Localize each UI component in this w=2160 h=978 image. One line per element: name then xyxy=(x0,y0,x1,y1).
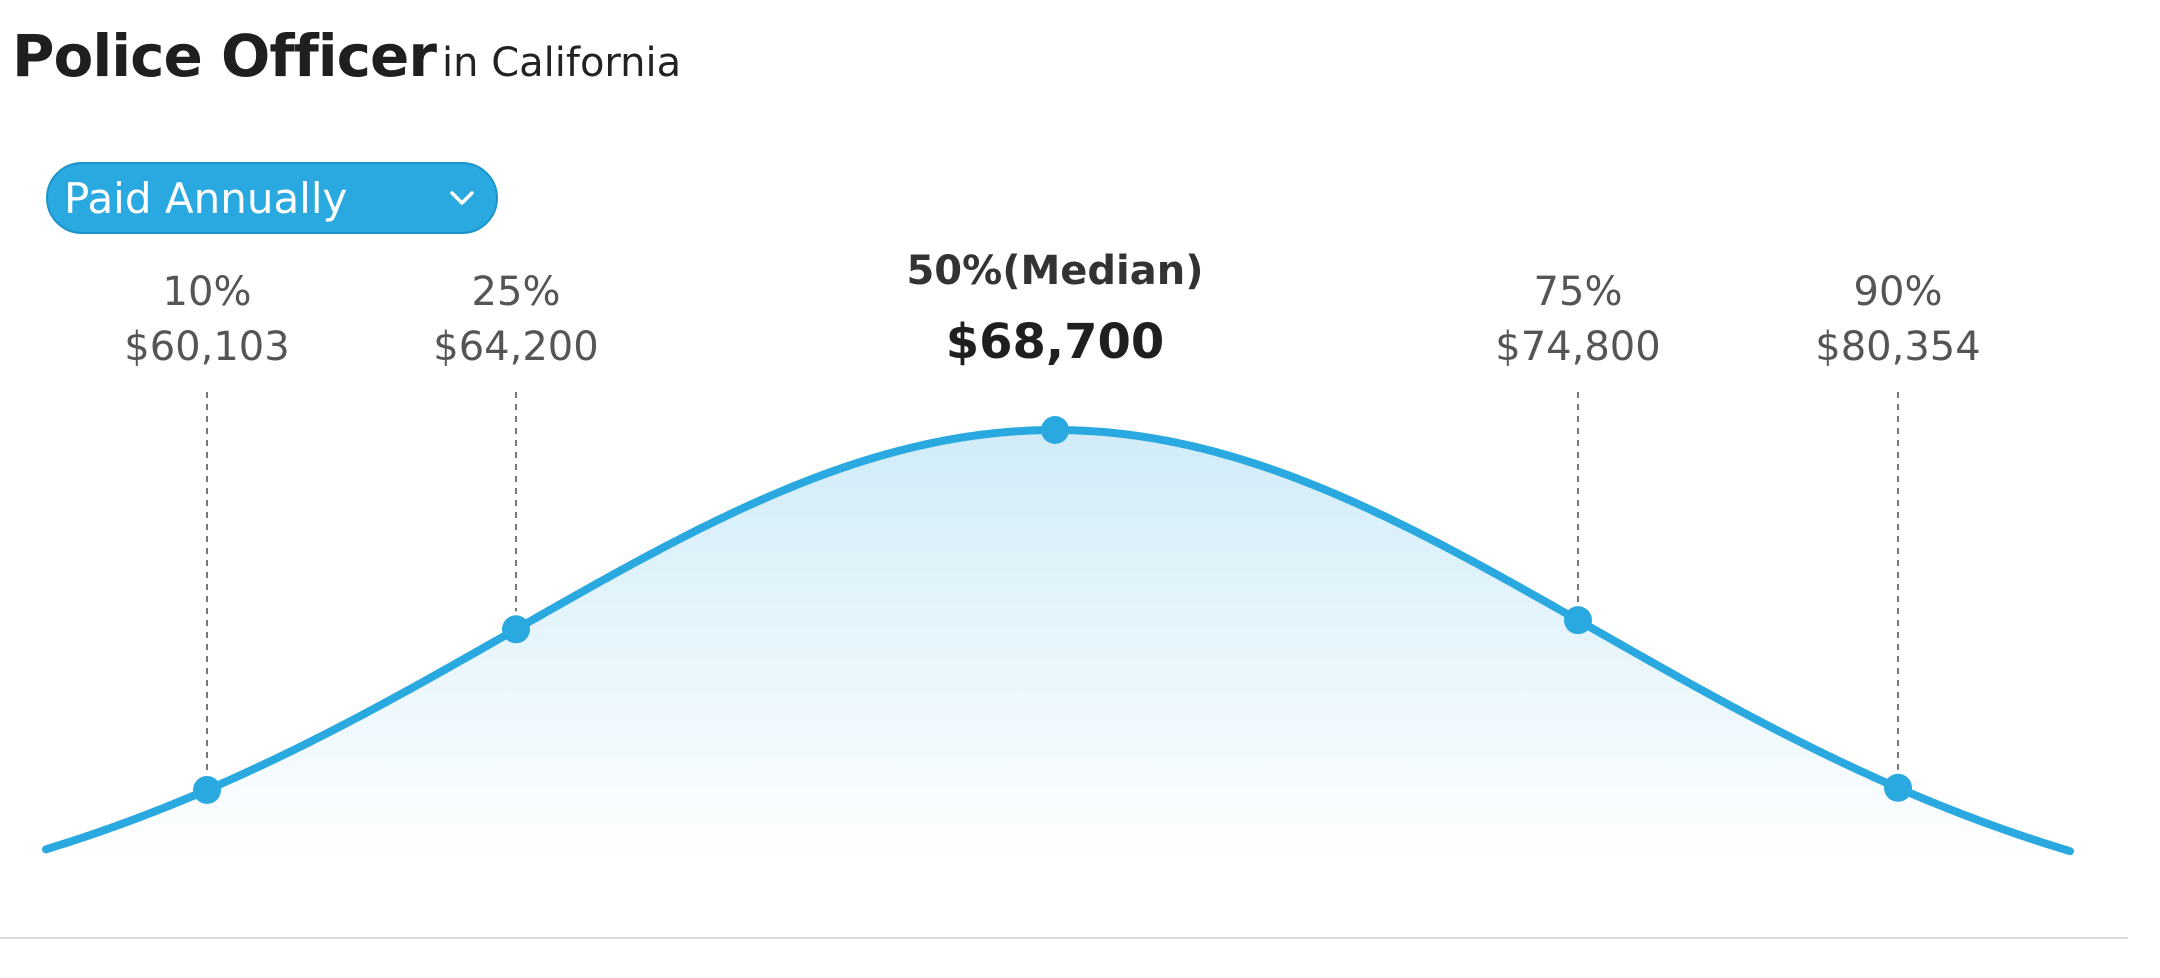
percentile-value: $60,103 xyxy=(124,324,289,370)
median-label: 50%(Median) xyxy=(906,248,1203,294)
percentile-point xyxy=(1564,606,1592,635)
job-title: Police Officer xyxy=(12,22,437,90)
chevron-down-icon xyxy=(450,191,474,205)
percentile-point xyxy=(1884,773,1912,802)
distribution-area xyxy=(46,430,2070,938)
percentile-label: 25% xyxy=(472,269,561,315)
pay-period-select[interactable]: Paid Annually xyxy=(46,162,498,234)
percentile-value: $80,354 xyxy=(1815,324,1980,370)
percentile-label: 10% xyxy=(163,269,252,315)
percentile-value: $74,800 xyxy=(1495,324,1660,370)
percentile-value: $64,200 xyxy=(433,324,598,370)
percentile-label: 75% xyxy=(1534,269,1623,315)
percentile-point xyxy=(193,775,221,804)
percentile-label: 90% xyxy=(1854,269,1943,315)
median-point xyxy=(1041,416,1069,444)
job-location: in California xyxy=(442,40,682,86)
page-title: Police Officer in California xyxy=(12,22,681,90)
pay-period-selected-value: Paid Annually xyxy=(64,174,348,223)
percentile-point xyxy=(502,615,530,644)
median-value: $68,700 xyxy=(946,314,1165,370)
